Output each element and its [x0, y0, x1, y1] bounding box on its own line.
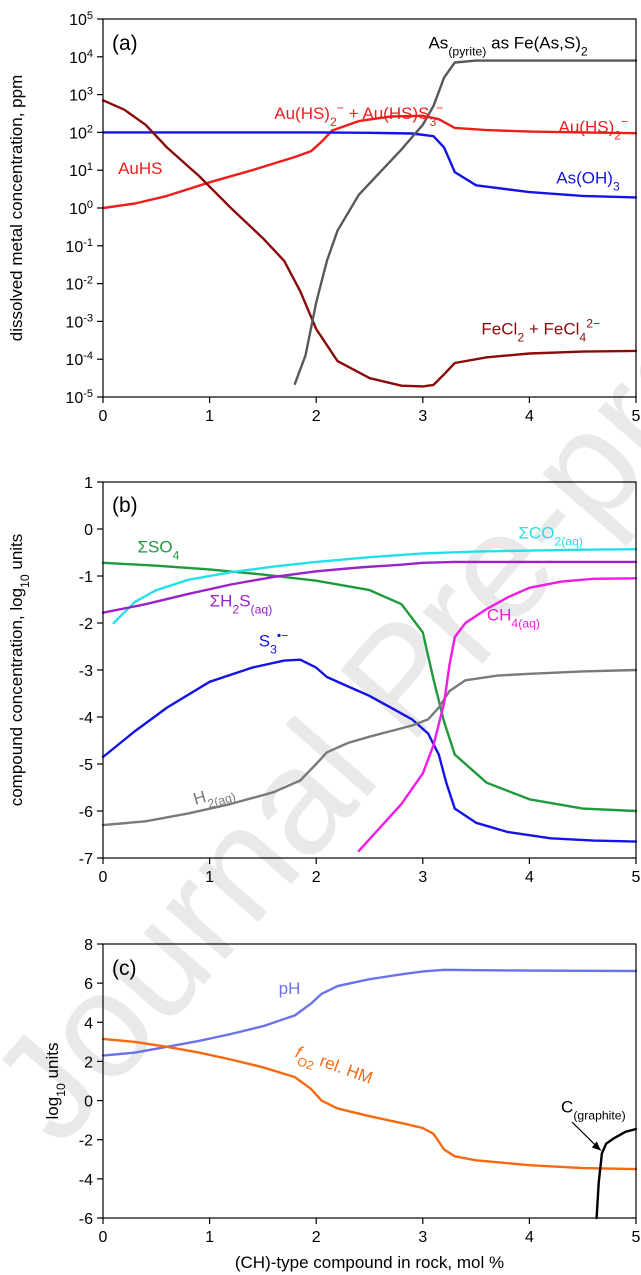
series-line-co2 [112, 548, 638, 625]
y-tick-label: -5 [79, 757, 93, 774]
y-tick-label: 0 [84, 1094, 93, 1111]
y-tick-label: 2 [84, 1054, 93, 1071]
x-tick-label: 2 [312, 1229, 321, 1246]
y-tick-label: -4 [79, 710, 93, 727]
panel-c-y-axis-label: log10 units [43, 1043, 68, 1120]
series-label-au: Au(HS)2− [559, 114, 629, 142]
x-tick-label: 2 [312, 869, 321, 886]
y-tick-label: 105 [69, 10, 93, 29]
series-line-fo2 [101, 1037, 638, 1171]
x-axis-label: (CH)-type compound in rock, mol % [235, 1253, 504, 1272]
series-label-fo2: fO2 rel. HM [291, 1042, 375, 1093]
panel-c: pH fO2 rel. HM C(graphite) 0 1 2 3 4 5 -6 -4 -2 0 2 4… [43, 937, 641, 1272]
panel-a-y-axis-label: dissolved metal concentration, ppm [7, 75, 26, 341]
x-tick-label: 4 [525, 869, 534, 886]
series-label-au: AuHS [118, 159, 162, 178]
x-tick-label: 3 [418, 1229, 427, 1246]
x-tick-label: 1 [205, 869, 214, 886]
x-tick-label: 4 [525, 408, 534, 425]
y-tick-label: 0 [84, 522, 93, 539]
panel-b-label: (b) [112, 494, 138, 517]
series-label-as_oh3: As(OH)3 [556, 168, 620, 193]
series-label-h2: H2(aq) [191, 779, 237, 814]
series-line-so4 [101, 561, 638, 813]
panel-a-label: (a) [112, 32, 138, 55]
y-tick-label: -4 [79, 1172, 93, 1189]
series-line-as_pyrite [293, 59, 638, 385]
y-tick-label: 10-3 [65, 312, 93, 331]
y-tick-label: 103 [69, 86, 93, 105]
x-tick-label: 4 [525, 1229, 534, 1246]
series-label-as_pyrite: As(pyrite) as Fe(As,S)2 [428, 33, 587, 58]
y-tick-label: -2 [79, 616, 93, 633]
series-line-as_oh3 [101, 131, 638, 199]
panel-b: ΣSO4 ΣCO2(aq) ΣH2S(aq) S3•− H2(aq) CH4(aq) 0 1… [7, 475, 641, 886]
y-tick-label: -7 [79, 851, 93, 868]
series-label-fecl: FeCl2 + FeCl42− [481, 317, 600, 345]
series-label-ch4: CH4(aq) [487, 606, 540, 631]
y-tick-label: -6 [79, 804, 93, 821]
series-line-au [101, 114, 638, 210]
series-line-s3 [101, 658, 638, 843]
series-label-h2s: ΣH2S(aq) [210, 592, 273, 617]
y-tick-label: 100 [69, 199, 93, 218]
y-tick-label: 6 [84, 976, 93, 993]
x-tick-label: 3 [418, 869, 427, 886]
series-line-graphite [595, 1127, 638, 1220]
series-line-h2s [101, 560, 638, 614]
series-label-s3: S3•− [259, 629, 289, 657]
x-tick-label: 5 [632, 1229, 641, 1246]
y-tick-label: -1 [79, 569, 93, 586]
series-line-ph [101, 968, 638, 1057]
panel-a: AuHS Au(HS)2− + Au(HS)S3− Au(HS)2− As(OH)3 F… [7, 10, 641, 425]
panel-c-label: (c) [112, 957, 137, 980]
panel-a-frame [102, 18, 637, 398]
x-tick-label: 0 [99, 1229, 108, 1246]
series-line-h2 [101, 668, 638, 827]
y-tick-label: 1 [84, 475, 93, 492]
y-tick-label: 10-2 [65, 275, 93, 294]
y-tick-label: 10-4 [65, 350, 93, 369]
panel-b-y-axis-label: compound concentration, log10 units [7, 534, 32, 807]
x-tick-label: 5 [632, 408, 641, 425]
x-tick-label: 3 [418, 408, 427, 425]
series-label-so4: ΣSO4 [137, 538, 179, 563]
x-tick-label: 1 [205, 408, 214, 425]
x-tick-label: 0 [99, 869, 108, 886]
y-tick-label: 4 [84, 1015, 93, 1032]
x-tick-label: 0 [99, 408, 108, 425]
series-line-fecl [101, 99, 638, 388]
series-line-ch4 [357, 577, 638, 853]
y-tick-label: -3 [79, 663, 93, 680]
y-tick-label: 8 [84, 937, 93, 954]
y-tick-label: 102 [69, 123, 93, 142]
y-tick-label: -2 [79, 1133, 93, 1150]
y-tick-label: 101 [69, 161, 93, 180]
panel-c-frame [102, 943, 637, 1219]
x-tick-label: 5 [632, 869, 641, 886]
y-tick-label: -6 [79, 1211, 93, 1228]
x-tick-label: 1 [205, 1229, 214, 1246]
series-label-au: Au(HS)2− + Au(HS)S3− [274, 101, 443, 129]
graphite-arrow-head [591, 1141, 601, 1151]
y-tick-label: 10-5 [65, 388, 93, 407]
y-tick-label: 10-1 [65, 237, 93, 256]
series-label-graphite: C(graphite) [561, 1097, 626, 1122]
y-tick-label: 104 [69, 48, 93, 67]
x-tick-label: 2 [312, 408, 321, 425]
series-label-co2: ΣCO2(aq) [518, 523, 583, 548]
series-label-ph: pH [279, 979, 301, 998]
